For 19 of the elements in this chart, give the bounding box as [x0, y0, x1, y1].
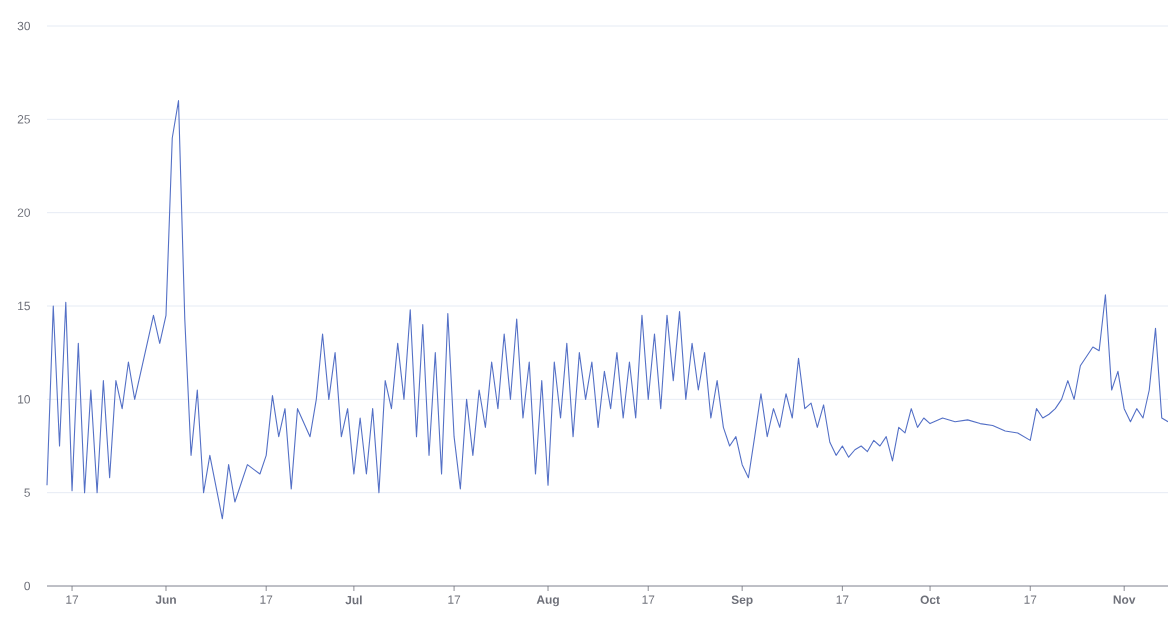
y-tick-label: 30 — [17, 21, 31, 31]
y-tick-label: 25 — [17, 115, 30, 124]
x-tick-label: Sep — [731, 595, 753, 607]
x-tick-label: 17 — [448, 595, 461, 604]
x-tick-label: 17 — [1024, 595, 1037, 604]
x-tick-label: 17 — [66, 595, 79, 604]
x-tick-label: 17 — [260, 595, 273, 604]
y-tick-label: 0 — [24, 581, 31, 591]
x-tick-label: Oct — [920, 595, 940, 604]
y-tick-label: 10 — [18, 395, 31, 404]
y-tick-label: 20 — [17, 208, 31, 217]
x-tick-label: Jul — [345, 595, 362, 605]
y-tick-label: 15 — [18, 301, 30, 311]
y-tick-label: 5 — [24, 488, 30, 497]
x-tick-label: 17 — [836, 595, 849, 604]
x-tick-label: 17 — [642, 595, 655, 604]
x-tick-label: Aug — [536, 595, 559, 607]
x-tick-label: Nov — [1113, 595, 1136, 604]
x-tick-label: Jun — [155, 595, 176, 604]
